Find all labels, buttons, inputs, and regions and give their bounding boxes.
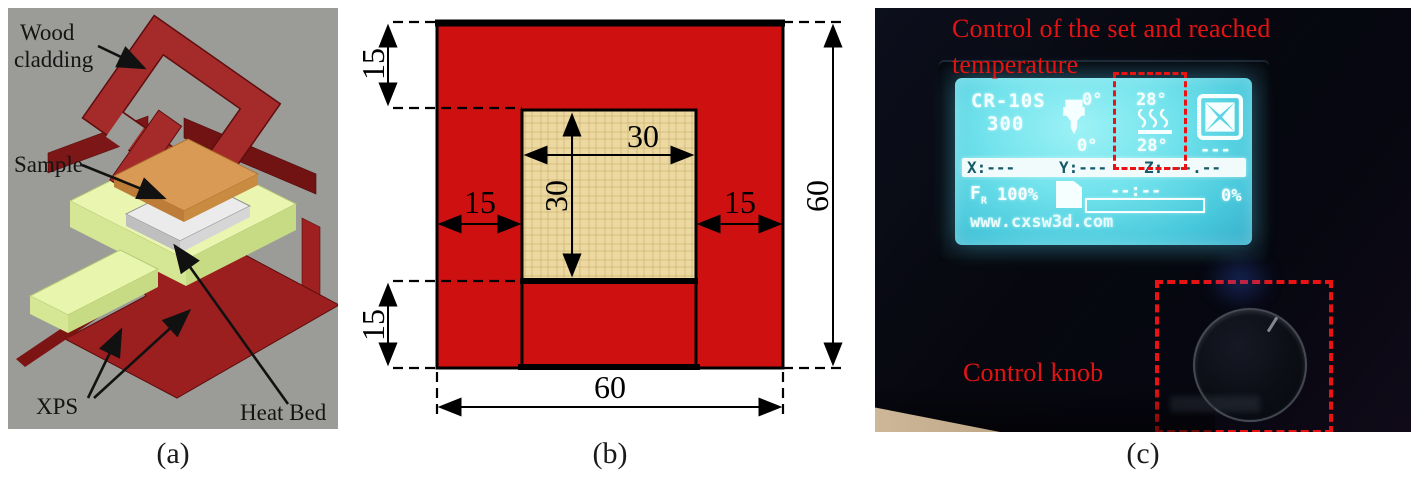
control-knob-annotation: Control knob xyxy=(963,358,1104,387)
xps-main-slab-left xyxy=(70,201,186,286)
feedrate-sub: R xyxy=(980,195,987,207)
reflection-smudge xyxy=(1205,250,1275,310)
caption-a: (a) xyxy=(156,437,190,470)
dimension-lines xyxy=(378,23,843,417)
hotend-icon xyxy=(1063,99,1085,135)
dim-total-height: 60 xyxy=(799,180,835,212)
nozzle-current-temp: 0° xyxy=(1082,90,1103,110)
cladding-back-right-wall xyxy=(183,117,317,195)
wood-cladding-label-line2: cladding xyxy=(14,47,94,72)
print-progress-bar xyxy=(1085,198,1205,213)
knob-indicator-mark xyxy=(1266,316,1279,333)
heat-bed-label: Heat Bed xyxy=(240,400,327,425)
lcd-screen: CR-10S 300 0° 0° 28° 28° --- xyxy=(955,78,1252,245)
x-coordinate: X:--- xyxy=(967,158,1016,177)
temperature-annotation-line2: temperature xyxy=(952,50,1079,79)
fan-value: --- xyxy=(1200,140,1231,160)
extension-lines xyxy=(393,20,847,420)
wood-cladding-arrow xyxy=(97,44,147,70)
printer-model-line1: CR-10S xyxy=(971,90,1046,112)
caption-b: (b) xyxy=(592,437,628,470)
xps-small-slab-right xyxy=(68,269,158,333)
caption-c: (c) xyxy=(1126,437,1160,470)
axis-position-bar: X:--- Y:--- Z:---.-- xyxy=(962,158,1246,177)
panel-c-printer-photo: CR-10S 300 0° 0° 28° 28° --- xyxy=(875,8,1411,432)
dim-bottom-offset: 15 xyxy=(360,309,391,341)
sample-arrow xyxy=(81,163,167,200)
sd-card-icon xyxy=(1056,181,1082,208)
bed-target-temp: 28° xyxy=(1137,136,1168,156)
feedrate-label: FR xyxy=(970,183,987,207)
temperature-annotation-line1: Control of the set and reached xyxy=(952,14,1271,43)
heat-bed-plate-front xyxy=(126,214,180,253)
control-knob xyxy=(1193,308,1307,422)
dim-left-offset: 15 xyxy=(464,184,496,220)
dim-total-width: 60 xyxy=(594,369,626,405)
nozzle-target-temp: 0° xyxy=(1077,136,1098,156)
panel-a-exploded-view: Wood cladding Sample XPS Heat Bed xyxy=(8,8,338,429)
dim-right-offset: 15 xyxy=(724,184,756,220)
sample-label: Sample xyxy=(14,152,83,177)
xps-label: XPS xyxy=(36,394,78,419)
wood-sample-square xyxy=(520,108,698,282)
xps-arrow-2 xyxy=(93,309,192,399)
xps-small-slab-left xyxy=(30,296,68,333)
dim-sample-height: 30 xyxy=(538,180,574,212)
heat-bed-plate-side xyxy=(180,206,250,253)
label-reflection xyxy=(1170,396,1260,412)
sample-plate-side xyxy=(184,174,258,222)
heated-bed-icon xyxy=(1138,109,1172,134)
status-website: www.cxsw3d.com xyxy=(970,212,1114,232)
heat-bed-arrow xyxy=(173,243,290,405)
panel-b-dimension-drawing: 15 15 15 15 30 30 60 60 xyxy=(360,19,847,420)
printer-model-line2: 300 xyxy=(987,113,1025,135)
y-coordinate: Y:--- xyxy=(1059,158,1108,177)
knob-highlight-box xyxy=(1155,280,1333,432)
temperature-highlight-box xyxy=(1113,72,1187,170)
xps-arrow-1 xyxy=(86,327,123,399)
xps-main-slab-right xyxy=(186,204,296,286)
fan-icon xyxy=(1197,94,1243,140)
dim-sample-width: 30 xyxy=(627,118,659,154)
feedrate-value: 100% xyxy=(997,185,1038,205)
print-time: --:-- xyxy=(1110,181,1162,201)
wood-cladding-label-line1: Wood xyxy=(20,20,75,45)
print-progress-percent: 0% xyxy=(1221,186,1242,206)
bed-current-temp: 28° xyxy=(1136,90,1167,110)
dim-top-offset: 15 xyxy=(360,48,391,80)
